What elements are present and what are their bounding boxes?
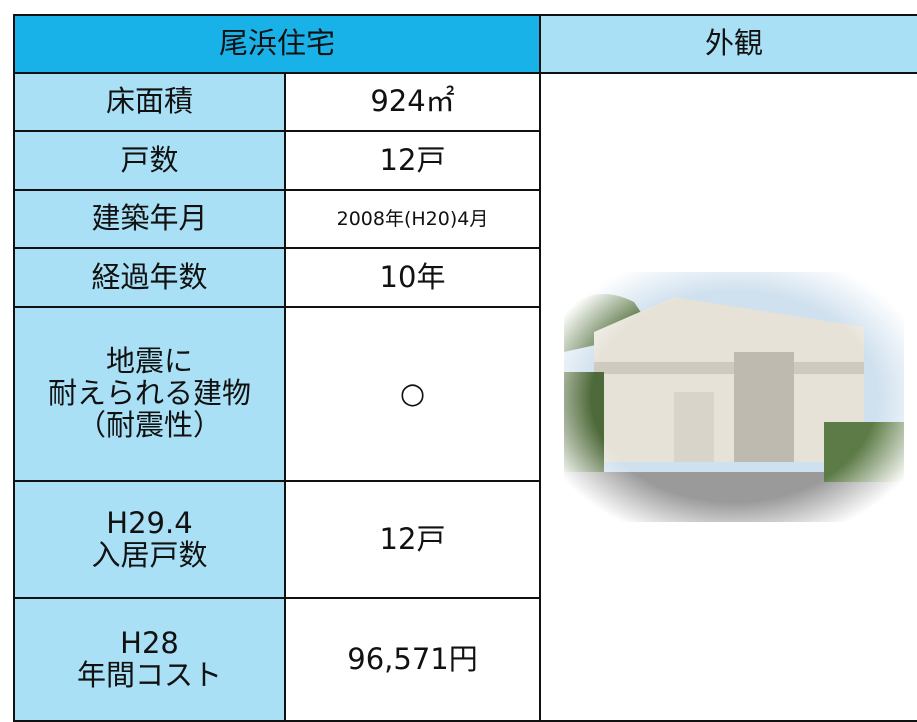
label-line: 建築年月 (91, 201, 208, 236)
label-line: 耐えられる建物 (47, 376, 251, 411)
label-line: 年間コスト (76, 657, 222, 692)
label-cell: 床面積 (13, 72, 286, 132)
value: 2008年(H20)4月 (336, 207, 489, 230)
label-line: （耐震性） (76, 407, 222, 442)
label-line: 入居戸数 (91, 537, 208, 572)
label-cell: H29.4 入居戸数 (13, 480, 286, 599)
value-cell: 924㎡ (284, 72, 541, 132)
value-cell: 96,571円 (284, 597, 541, 722)
label-cell: H28 年間コスト (13, 597, 286, 722)
value: 924㎡ (370, 84, 455, 119)
label-line: 地震に (105, 344, 193, 379)
value: ○ (399, 376, 426, 411)
value: 12戸 (379, 142, 446, 177)
page: 尾浜住宅 外観 床面積 924㎡ 戸数 12戸 建築年月 2008年(H20)4月 経過年数… (13, 14, 917, 722)
value-cell: 12戸 (284, 130, 541, 191)
photo-header: 外観 (539, 14, 917, 74)
value-cell: 10年 (284, 247, 541, 308)
title-cell: 尾浜住宅 (13, 14, 541, 74)
value: 96,571円 (347, 641, 478, 676)
label-line: H29.4 (106, 505, 193, 540)
label-line: 経過年数 (91, 259, 208, 294)
value: 10年 (379, 259, 446, 294)
value-cell: 12戸 (284, 480, 541, 599)
value-cell: 2008年(H20)4月 (284, 189, 541, 249)
building-photo (564, 272, 904, 522)
photo-cell (539, 72, 917, 722)
label-cell: 戸数 (13, 130, 286, 191)
label-cell: 経過年数 (13, 247, 286, 308)
label-line: 戸数 (120, 142, 179, 177)
photo-label: 外観 (704, 26, 763, 61)
label-line: 床面積 (105, 84, 193, 119)
value: 12戸 (379, 521, 446, 556)
label-line: H28 (120, 625, 179, 660)
title: 尾浜住宅 (218, 26, 335, 61)
label-cell: 建築年月 (13, 189, 286, 249)
value-cell: ○ (284, 306, 541, 482)
label-cell: 地震に 耐えられる建物 （耐震性） (13, 306, 286, 482)
